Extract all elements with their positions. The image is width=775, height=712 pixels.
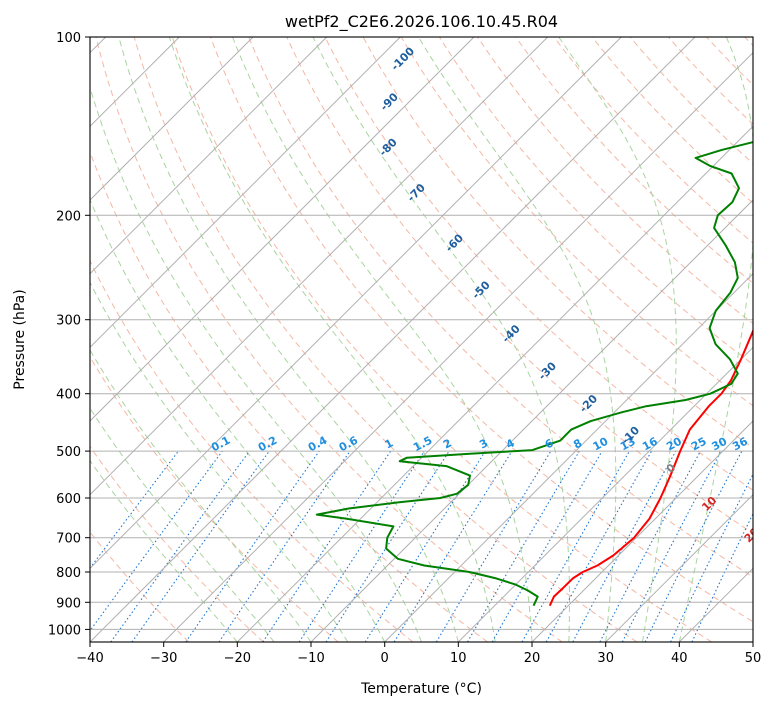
x-tick-label: −10 <box>297 651 324 666</box>
y-tick-label: 600 <box>56 492 81 507</box>
y-tick-label: 400 <box>56 388 81 403</box>
x-tick-label: −40 <box>76 651 103 666</box>
chart-title: wetPf2_C2E6.2026.106.10.45.R04 <box>285 12 558 32</box>
x-axis-label: Temperature (°C) <box>360 681 482 697</box>
x-tick-label: −30 <box>150 651 177 666</box>
y-tick-label: 500 <box>56 445 81 460</box>
x-tick-label: 10 <box>450 651 467 666</box>
y-tick-label: 300 <box>56 314 81 329</box>
x-tick-label: 0 <box>381 651 389 666</box>
y-axis-label: Pressure (hPa) <box>12 289 28 389</box>
y-tick-label: 700 <box>56 532 81 547</box>
y-tick-label: 1000 <box>48 623 81 638</box>
y-tick-label: 900 <box>56 596 81 611</box>
y-tick-label: 200 <box>56 209 81 224</box>
y-tick-label: 800 <box>56 566 81 581</box>
y-tick-label: 100 <box>56 31 81 46</box>
x-tick-label: 40 <box>671 651 688 666</box>
x-tick-label: −20 <box>224 651 251 666</box>
x-tick-label: 50 <box>745 651 762 666</box>
x-tick-label: 30 <box>597 651 614 666</box>
x-tick-label: 20 <box>524 651 541 666</box>
